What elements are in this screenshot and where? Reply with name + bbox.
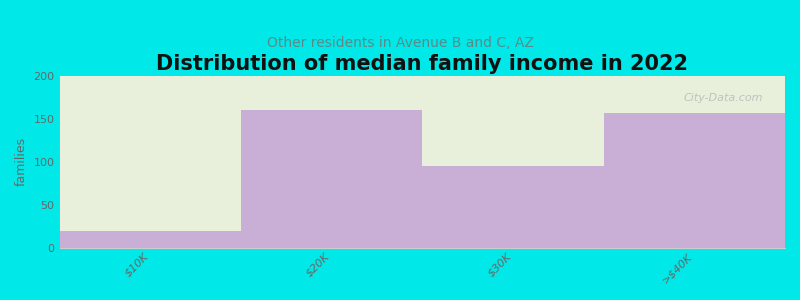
- Bar: [59, 76, 241, 248]
- Bar: [604, 76, 785, 248]
- Bar: [241, 110, 422, 248]
- Y-axis label: families: families: [15, 137, 28, 187]
- Bar: [422, 166, 604, 248]
- Bar: [59, 231, 241, 248]
- Bar: [422, 76, 604, 248]
- Text: City-Data.com: City-Data.com: [684, 93, 763, 103]
- Text: Other residents in Avenue B and C, AZ: Other residents in Avenue B and C, AZ: [266, 36, 534, 50]
- Bar: [604, 113, 785, 248]
- Title: Distribution of median family income in 2022: Distribution of median family income in …: [156, 54, 688, 74]
- Bar: [241, 76, 422, 248]
